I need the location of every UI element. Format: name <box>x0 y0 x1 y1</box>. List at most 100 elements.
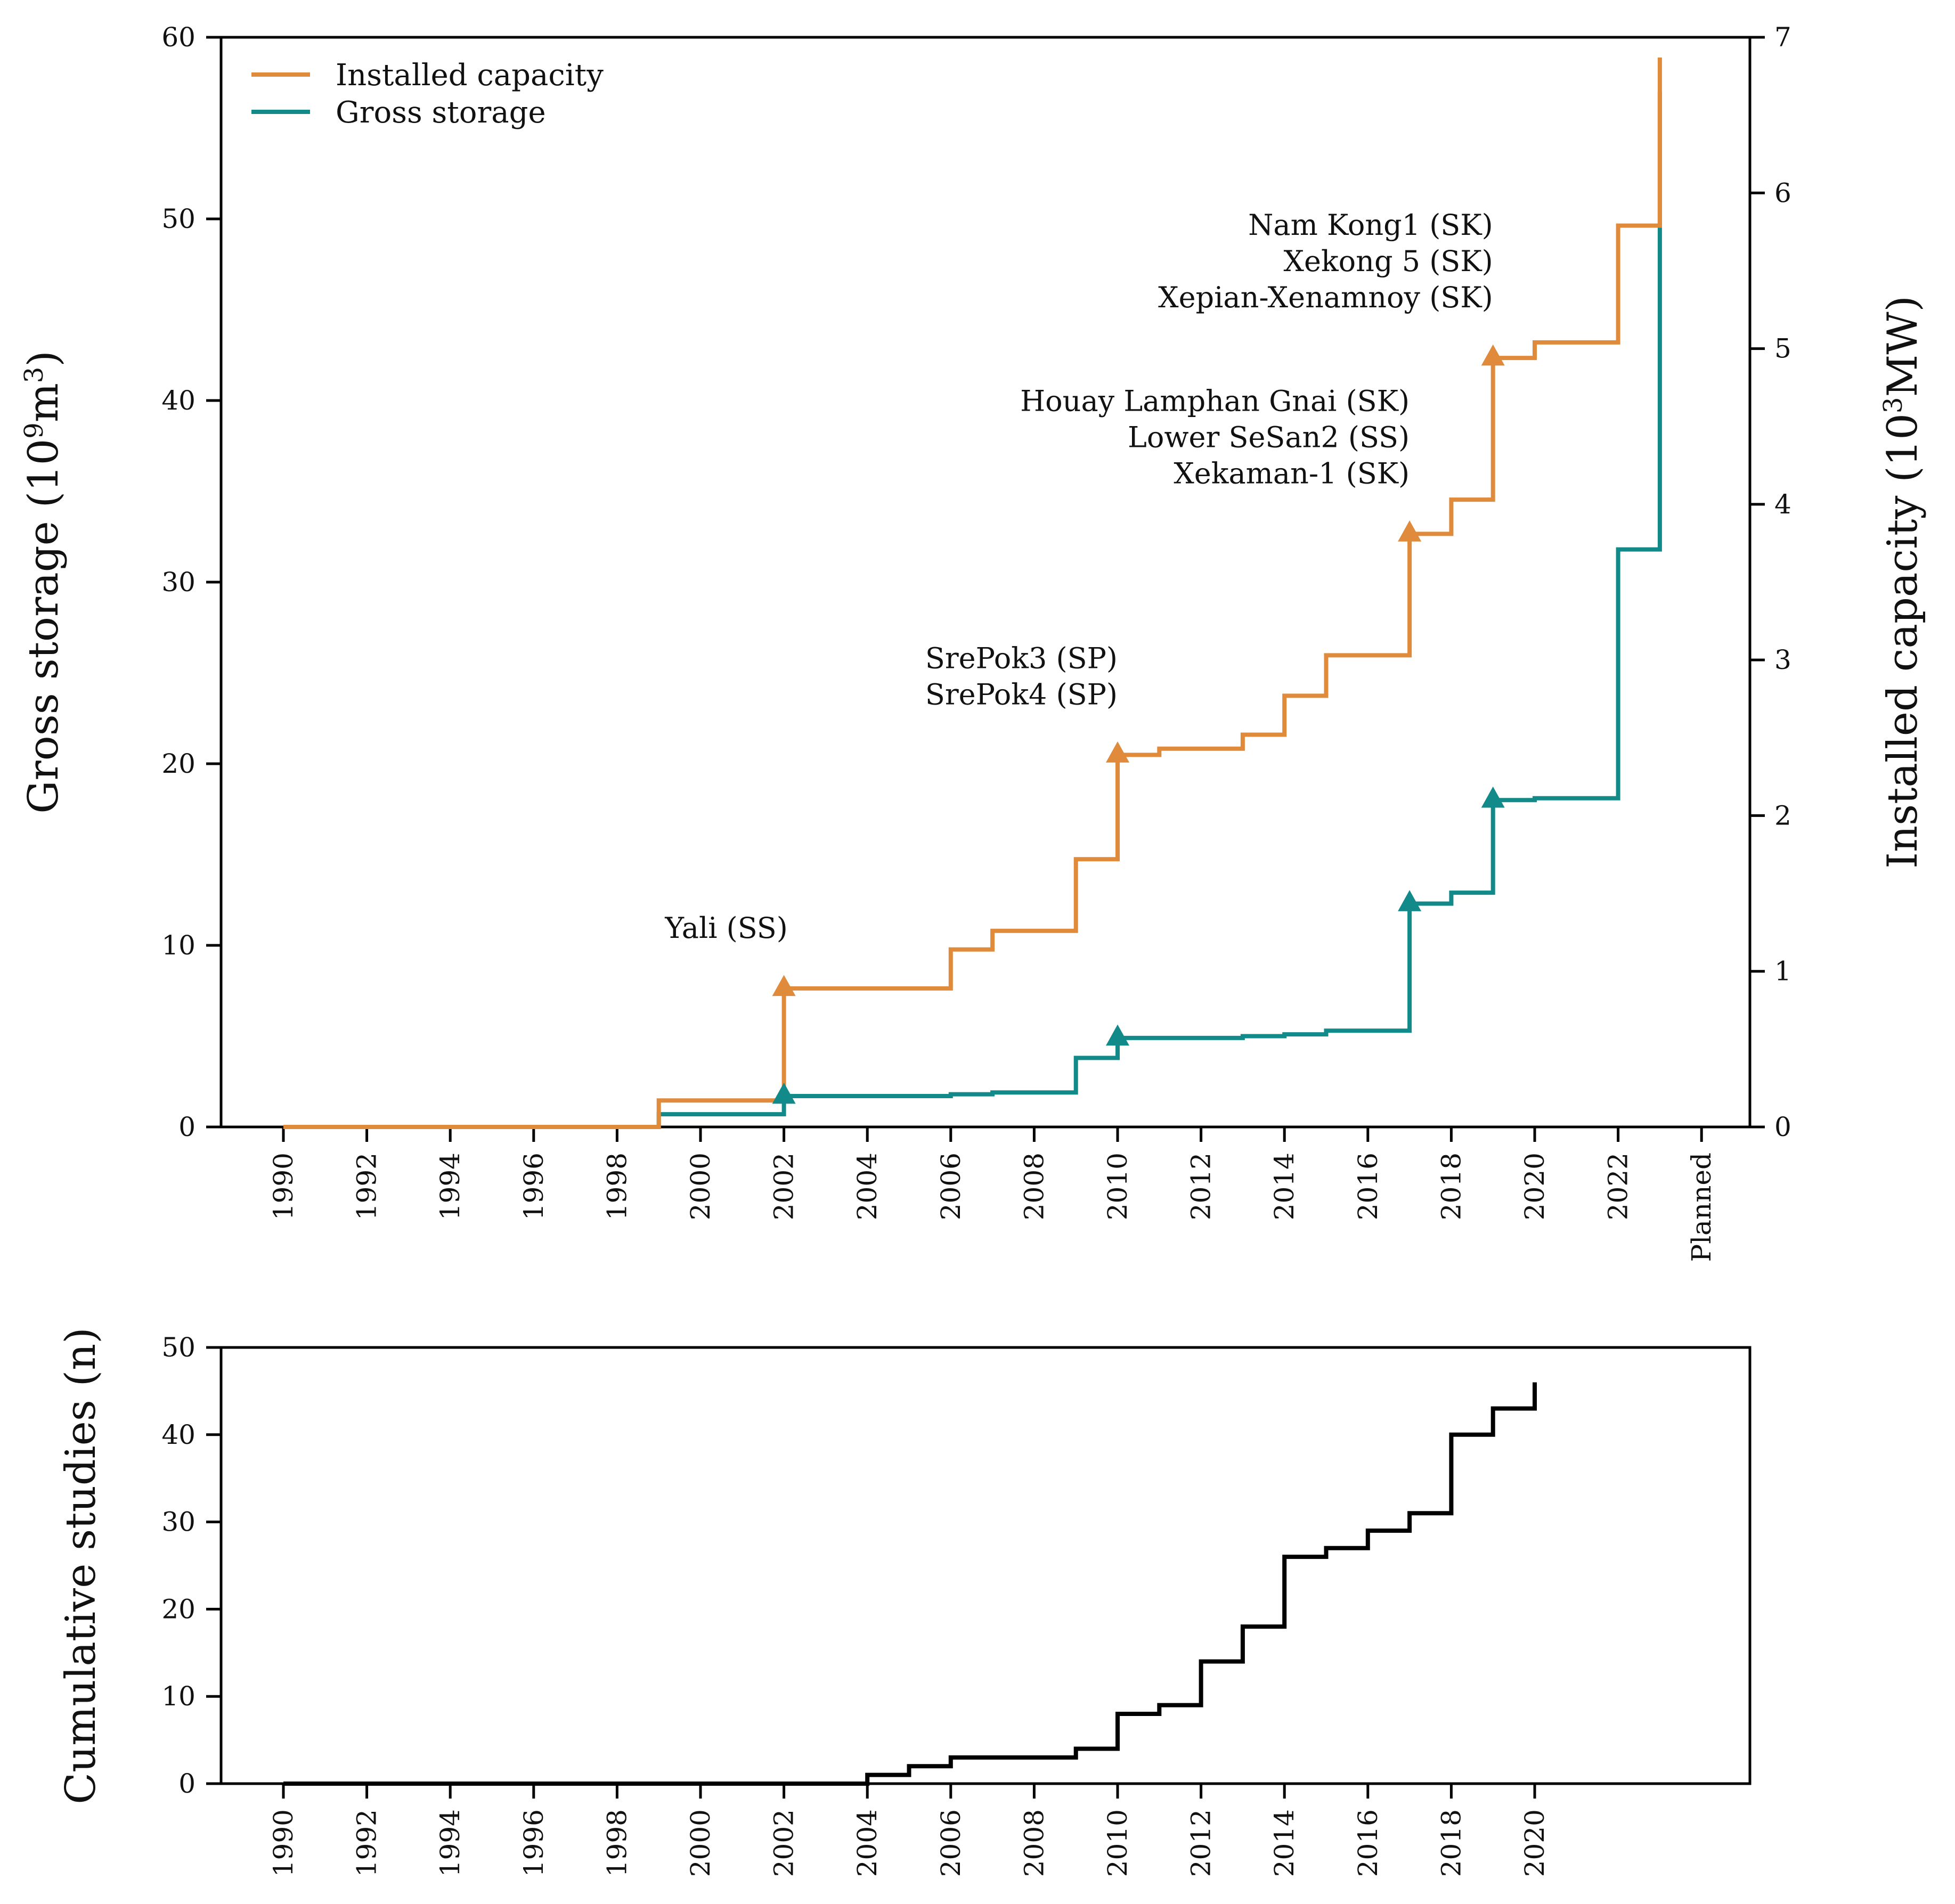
milestone-marker <box>1481 786 1505 808</box>
x-tick-label: 2006 <box>935 1153 966 1220</box>
x-tick-label: 2000 <box>685 1809 716 1877</box>
capacity-storage-chart: 1990 1992 1994 1996 1998 2000 2002 2004 2006 2008… <box>19 22 1927 1262</box>
top-right-y-axis: 0 1 2 3 4 5 6 7 <box>1750 22 1791 1142</box>
x-tick-label: 2006 <box>935 1809 966 1877</box>
milestone-marker <box>772 975 796 996</box>
milestone-marker <box>772 1082 796 1104</box>
annotation-label: Yali (SS) <box>664 911 788 945</box>
right-y-tick-label: 7 <box>1774 22 1791 53</box>
left-axis-title-sup2: 3 <box>19 367 49 383</box>
annotation-label: Nam Kong1 (SK) <box>1248 208 1493 242</box>
y-tick-label: 40 <box>161 1419 196 1450</box>
x-tick-label: 2020 <box>1519 1809 1550 1877</box>
annotation-label: Xekaman-1 (SK) <box>1174 456 1410 490</box>
y-tick-label: 30 <box>161 1507 196 1538</box>
bottom-axis-title: Cumulative studies (n) <box>57 1327 105 1804</box>
right-y-tick-label: 0 <box>1774 1112 1791 1142</box>
studies-chart: 1990 1992 1994 1996 1998 2000 2002 2004 2006 2008… <box>57 1327 1752 1877</box>
bottom-series-group <box>283 1382 1537 1786</box>
y-tick-label: 20 <box>161 1594 196 1624</box>
right-axis-title-sup: 3 <box>1878 397 1908 414</box>
right-y-tick-label: 3 <box>1774 644 1791 675</box>
y-tick-label: 0 <box>178 1768 196 1799</box>
x-tick-label: 1994 <box>435 1153 466 1220</box>
x-tick-label: 2008 <box>1019 1809 1049 1877</box>
x-tick-label: 2018 <box>1436 1153 1467 1220</box>
right-axis-title-close: MW) <box>1879 296 1927 397</box>
left-axis-title-sup: 9 <box>19 422 49 439</box>
x-tick-label: 1998 <box>601 1809 632 1877</box>
gross-storage-line <box>283 92 1662 1129</box>
top-plot-frame <box>219 36 1752 1129</box>
x-tick-label: 2018 <box>1436 1809 1467 1877</box>
x-tick-label: 2012 <box>1186 1153 1217 1220</box>
x-tick-label: 2014 <box>1269 1153 1300 1220</box>
x-tick-label: 2020 <box>1519 1153 1550 1220</box>
x-tick-label: 2010 <box>1102 1153 1133 1220</box>
y-tick-label: 50 <box>161 203 196 234</box>
top-x-axis: 1990 1992 1994 1996 1998 2000 2002 2004 2006 2008… <box>268 1127 1717 1262</box>
bottom-x-axis: 1990 1992 1994 1996 1998 2000 2002 2004 2006 2008… <box>268 1784 1550 1877</box>
left-axis-title-unit: m <box>20 383 68 422</box>
x-tick-label: 2016 <box>1353 1153 1383 1220</box>
annotation-label: Xepian-Xenamnoy (SK) <box>1158 281 1493 314</box>
y-tick-label: 10 <box>161 1681 196 1712</box>
annotation-label: SrePok4 (SP) <box>925 677 1118 711</box>
y-tick-label: 40 <box>161 385 196 416</box>
annotation-label: SrePok3 (SP) <box>925 641 1118 675</box>
y-tick-label: 50 <box>161 1332 196 1363</box>
right-y-tick-label: 4 <box>1774 489 1791 520</box>
x-tick-label: Planned <box>1686 1153 1717 1262</box>
x-tick-label: 1996 <box>518 1153 549 1220</box>
top-series-group <box>283 57 1662 1129</box>
y-tick-label: 30 <box>161 567 196 598</box>
y-tick-label: 10 <box>161 930 196 961</box>
x-tick-label: 2014 <box>1269 1809 1300 1877</box>
x-tick-label: 2022 <box>1603 1153 1634 1220</box>
x-tick-label: 2004 <box>852 1153 883 1220</box>
milestone-marker <box>1106 741 1129 763</box>
x-tick-label: 1990 <box>268 1153 299 1220</box>
legend-storage-label: Gross storage <box>336 95 546 130</box>
x-tick-label: 2016 <box>1353 1809 1383 1877</box>
right-y-tick-label: 6 <box>1774 177 1791 208</box>
x-tick-label: 1996 <box>518 1809 549 1877</box>
y-tick-label: 20 <box>161 748 196 779</box>
top-left-y-axis: 0 10 20 30 40 50 60 <box>161 22 221 1142</box>
milestone-marker <box>1106 1024 1129 1046</box>
right-y-tick-label: 5 <box>1774 333 1791 364</box>
x-tick-label: 1998 <box>601 1153 632 1220</box>
x-tick-label: 1994 <box>435 1809 466 1877</box>
annotation-label: Xekong 5 (SK) <box>1284 244 1493 278</box>
installed-capacity-line <box>283 57 1662 1129</box>
x-tick-label: 2008 <box>1019 1153 1049 1220</box>
cumulative-studies-line <box>283 1382 1537 1786</box>
x-tick-label: 2012 <box>1186 1809 1217 1877</box>
annotation-label: Houay Lamphan Gnai (SK) <box>1020 384 1410 418</box>
right-y-tick-label: 1 <box>1774 956 1791 987</box>
y-tick-label: 60 <box>161 22 196 53</box>
milestone-marker <box>1481 344 1505 366</box>
x-tick-label: 2002 <box>769 1153 800 1220</box>
x-tick-label: 2010 <box>1102 1809 1133 1877</box>
right-axis-title-main: Installed capacity (10 <box>1879 413 1927 869</box>
milestone-marker <box>1398 520 1422 542</box>
right-y-tick-label: 2 <box>1774 800 1791 831</box>
chart-legend: Installed capacity Gross storage <box>251 58 604 130</box>
bottom-plot-frame <box>219 1346 1752 1785</box>
left-axis-title: Gross storage (109m3) <box>19 350 68 814</box>
milestone-marker <box>1398 890 1422 911</box>
x-tick-label: 1992 <box>352 1809 382 1877</box>
x-tick-label: 1990 <box>268 1809 299 1877</box>
x-tick-label: 2004 <box>852 1809 883 1877</box>
x-tick-label: 2002 <box>769 1809 800 1877</box>
right-axis-title: Installed capacity (103MW) <box>1878 296 1927 869</box>
bottom-y-axis: 0 10 20 30 40 50 <box>161 1332 221 1799</box>
y-tick-label: 0 <box>178 1112 196 1142</box>
x-tick-label: 1992 <box>352 1153 382 1220</box>
x-tick-label: 2000 <box>685 1153 716 1220</box>
top-annotations: Yali (SS) SrePok3 (SP)SrePok4 (SP) Houay L… <box>664 208 1493 945</box>
left-axis-title-close: ) <box>20 350 68 366</box>
annotation-label: Lower SeSan2 (SS) <box>1128 420 1410 454</box>
